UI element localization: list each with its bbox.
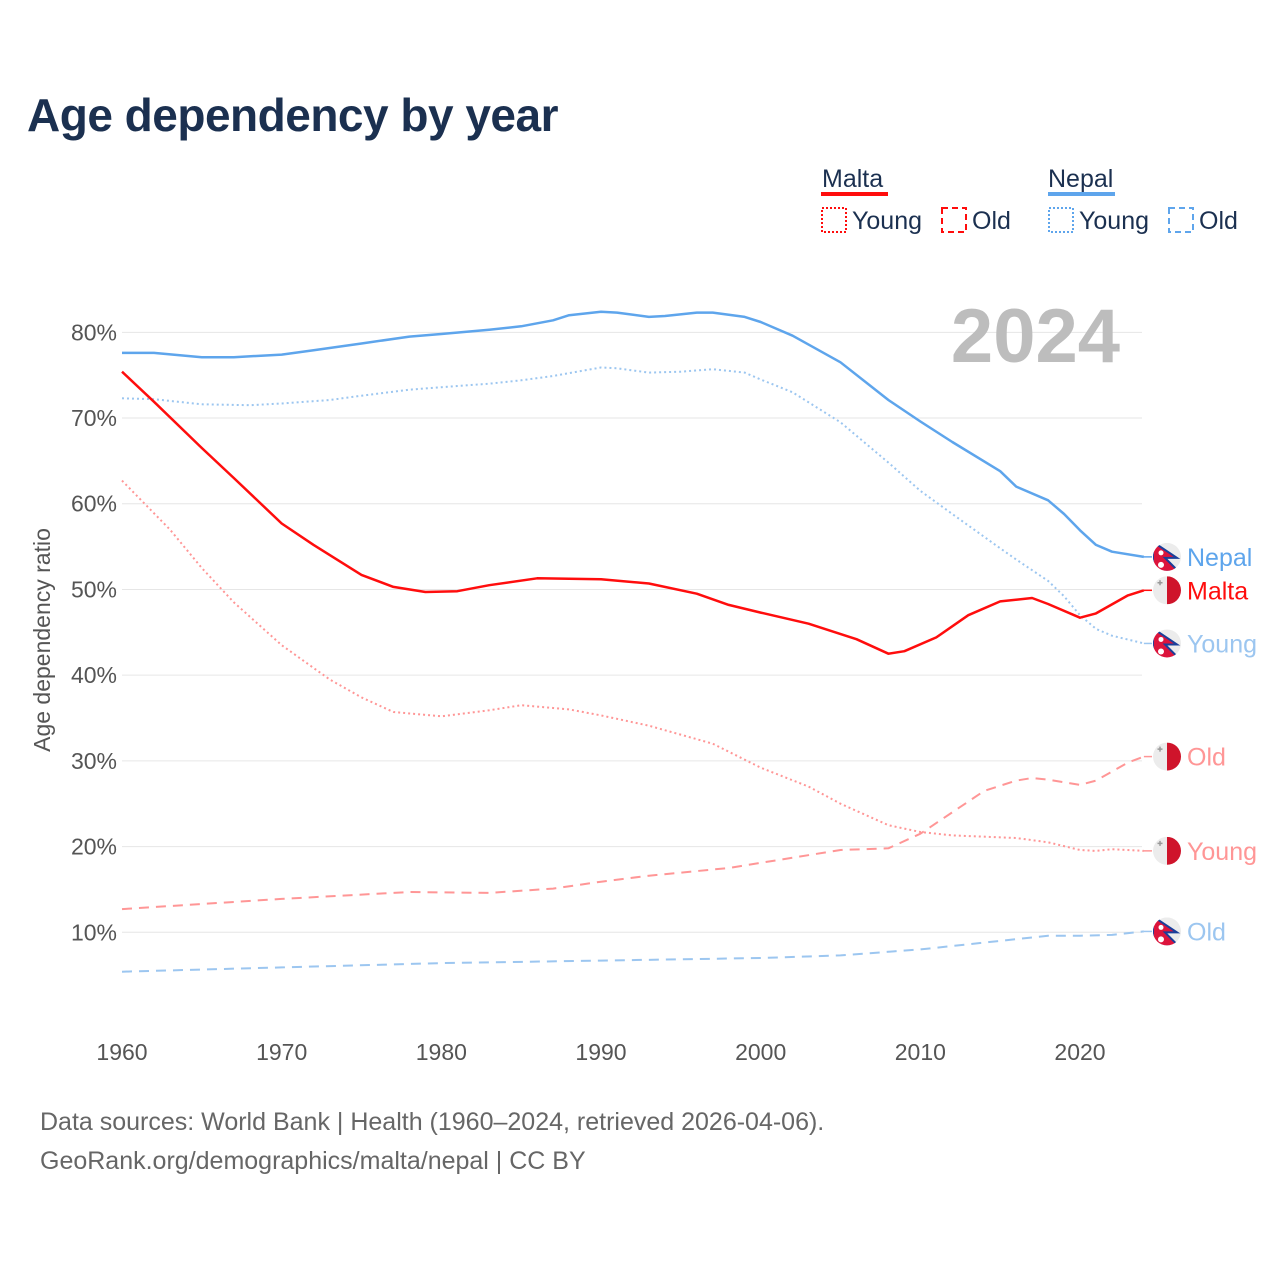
legend-swatch-malta-old bbox=[941, 207, 967, 233]
x-tick-label: 2000 bbox=[735, 1039, 786, 1065]
gridlines bbox=[122, 331, 1142, 933]
series-lines bbox=[121, 310, 1145, 973]
legend-country-nepal: Nepal bbox=[1048, 165, 1113, 193]
end-label-nepal-old: Old bbox=[1187, 918, 1226, 946]
end-label-malta: Malta bbox=[1187, 577, 1248, 605]
y-tick-label: 70% bbox=[71, 405, 117, 431]
x-tick-label: 1990 bbox=[575, 1039, 626, 1065]
y-axis-label: Age dependency ratio bbox=[29, 528, 55, 752]
end-label-malta-old: Old bbox=[1187, 744, 1226, 772]
legend-label-malta-old: Old bbox=[972, 207, 1011, 235]
y-tick-label: 50% bbox=[71, 576, 117, 602]
footer-attribution[interactable]: GeoRank.org/demographics/malta/nepal | C… bbox=[40, 1147, 586, 1175]
legend-swatch-malta bbox=[821, 192, 888, 196]
legend-label-malta-young: Young bbox=[852, 207, 922, 235]
end-label-nepal-young: Young bbox=[1187, 630, 1257, 658]
y-tick-label: 10% bbox=[71, 919, 117, 945]
x-axis: 1960 1970 1980 1990 2000 2010 2020 bbox=[96, 1039, 1105, 1065]
flag-malta-icon bbox=[1153, 743, 1181, 771]
x-tick-label: 2010 bbox=[895, 1039, 946, 1065]
flag-nepal-icon bbox=[1153, 542, 1181, 572]
series-line-nepal[interactable] bbox=[122, 310, 1145, 559]
flag-nepal-icon bbox=[1153, 916, 1181, 946]
footer-sources: Data sources: World Bank | Health (1960–… bbox=[40, 1108, 825, 1136]
legend-group-nepal[interactable]: Nepal Young Old bbox=[1048, 165, 1238, 235]
flag-nepal-icon bbox=[1153, 628, 1181, 658]
x-tick-label: 1980 bbox=[416, 1039, 467, 1065]
legend: Malta Young Old Nepal Young Old bbox=[821, 165, 1238, 235]
legend-country-malta: Malta bbox=[822, 165, 883, 193]
y-tick-label: 20% bbox=[71, 834, 117, 860]
end-label-malta-young: Young bbox=[1187, 838, 1257, 866]
legend-label-nepal-young: Young bbox=[1079, 207, 1149, 235]
x-tick-label: 2020 bbox=[1054, 1039, 1105, 1065]
legend-swatch-malta-young bbox=[821, 207, 847, 233]
year-watermark: 2024 bbox=[951, 294, 1120, 379]
series-line-malta-young[interactable] bbox=[121, 479, 1144, 852]
flag-malta-icon bbox=[1153, 576, 1181, 604]
chart-title: Age dependency by year bbox=[27, 89, 558, 141]
legend-group-malta[interactable]: Malta Young Old bbox=[821, 165, 1011, 235]
x-tick-label: 1960 bbox=[96, 1039, 147, 1065]
series-line-malta[interactable] bbox=[121, 370, 1145, 655]
legend-swatch-nepal-young bbox=[1048, 207, 1074, 233]
flag-malta-icon bbox=[1153, 837, 1181, 865]
end-labels: Nepal Young Old Malta Young Old bbox=[1143, 542, 1257, 947]
y-tick-label: 60% bbox=[71, 491, 117, 517]
series-line-malta-old[interactable] bbox=[121, 755, 1145, 911]
y-tick-label: 30% bbox=[71, 748, 117, 774]
y-tick-label: 80% bbox=[71, 319, 117, 345]
legend-label-nepal-old: Old bbox=[1199, 207, 1238, 235]
y-axis: 10% 20% 30% 40% 50% 60% 70% 80% bbox=[71, 319, 117, 945]
series-line-nepal-young[interactable] bbox=[121, 366, 1145, 645]
x-tick-label: 1970 bbox=[256, 1039, 307, 1065]
y-tick-label: 40% bbox=[71, 662, 117, 688]
series-line-nepal-old[interactable] bbox=[121, 930, 1145, 973]
legend-swatch-nepal bbox=[1048, 192, 1115, 196]
end-label-nepal: Nepal bbox=[1187, 544, 1252, 572]
legend-swatch-nepal-old bbox=[1168, 207, 1194, 233]
